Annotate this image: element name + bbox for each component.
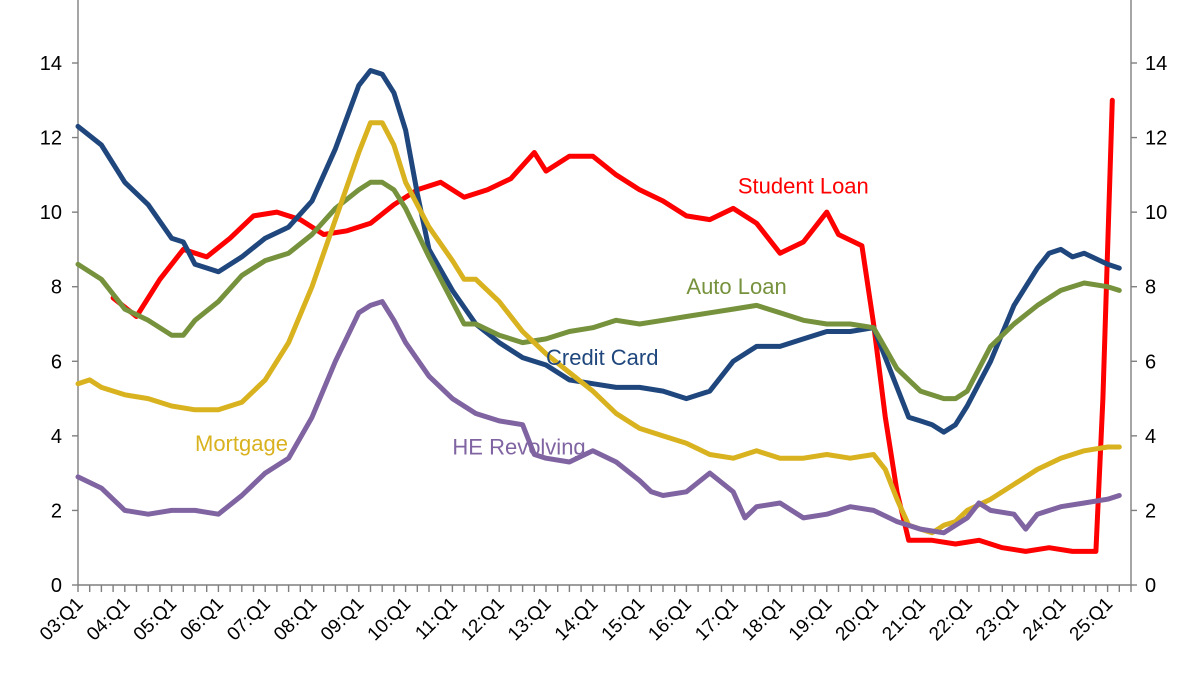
x-tick-label: 22:Q1 — [925, 594, 976, 645]
series-label-he-revolving: HE Revolving — [452, 435, 585, 460]
x-tick-label: 14:Q1 — [551, 594, 602, 645]
series-label-student-loan: Student Loan — [738, 174, 869, 199]
x-tick-label: 06:Q1 — [176, 594, 227, 645]
series-line-credit-card — [75, 68, 1122, 435]
chart-series — [75, 68, 1122, 554]
x-tick-label: 15:Q1 — [598, 594, 649, 645]
series-line-mortgage — [75, 120, 1122, 536]
series-line-he-revolving — [75, 299, 1122, 536]
x-tick-label: 10:Q1 — [364, 594, 415, 645]
y-tick-label-right: 12 — [1145, 128, 1167, 150]
y-tick-label-right: 10 — [1145, 202, 1167, 224]
y-tick-label-right: 2 — [1145, 500, 1156, 522]
series-labels: Student Loan Credit Card Auto Loan Mortgage… — [195, 174, 869, 460]
y-tick-label-right: 0 — [1145, 575, 1156, 597]
series-label-credit-card: Credit Card — [546, 345, 658, 370]
series-label-auto-loan: Auto Loan — [686, 274, 786, 299]
x-tick-label: 08:Q1 — [270, 594, 321, 645]
y-tick-label-right: 4 — [1145, 426, 1156, 448]
y-tick-label-right: 14 — [1145, 53, 1167, 75]
x-tick-label: 04:Q1 — [83, 594, 134, 645]
x-tick-label: 20:Q1 — [832, 594, 883, 645]
x-tick-label: 09:Q1 — [317, 594, 368, 645]
y-tick-label-left: 2 — [51, 500, 62, 522]
x-tick-label: 13:Q1 — [504, 594, 555, 645]
y-tick-label-left: 12 — [40, 128, 62, 150]
y-tick-label-left: 8 — [51, 277, 62, 299]
x-tick-label: 16:Q1 — [644, 594, 695, 645]
y-tick-label-left: 4 — [51, 426, 62, 448]
x-tick-label: 17:Q1 — [691, 594, 742, 645]
y-tick-label-left: 6 — [51, 351, 62, 373]
x-tick-label: 18:Q1 — [738, 594, 789, 645]
x-tick-label: 12:Q1 — [457, 594, 508, 645]
series-line-student-loan — [110, 97, 1115, 554]
x-tick-label: 23:Q1 — [972, 594, 1023, 645]
x-tick-label: 11:Q1 — [411, 594, 461, 644]
series-line-auto-loan — [75, 179, 1122, 402]
y-tick-label-right: 6 — [1145, 351, 1156, 373]
x-tick-label: 24:Q1 — [1019, 594, 1070, 645]
x-tick-label: 25:Q1 — [1066, 594, 1117, 645]
x-tick-label: 07:Q1 — [223, 594, 274, 645]
x-tick-label: 19:Q1 — [785, 594, 836, 645]
x-tick-label: 03:Q1 — [36, 594, 87, 645]
y-tick-label-left: 14 — [40, 53, 62, 75]
x-tick-label: 21:Q1 — [878, 594, 929, 645]
x-tick-label: 05:Q1 — [130, 594, 181, 645]
series-label-mortgage: Mortgage — [195, 431, 288, 456]
y-tick-label-right: 8 — [1145, 277, 1156, 299]
y-tick-label-left: 10 — [40, 202, 62, 224]
y-tick-label-left: 0 — [51, 575, 62, 597]
